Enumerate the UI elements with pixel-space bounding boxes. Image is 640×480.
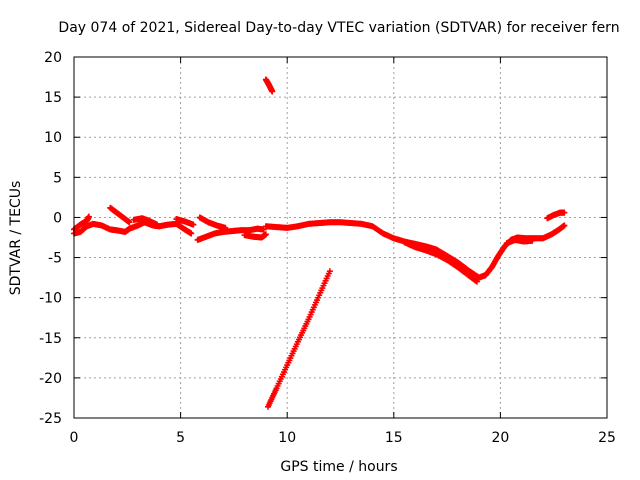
series-arc-11 — [504, 237, 536, 246]
series-arc-10 — [401, 239, 479, 284]
x-tick-label: 25 — [598, 430, 616, 446]
y-tick-label: 0 — [53, 210, 62, 226]
y-tick-label: 15 — [44, 90, 62, 106]
chart-title: Day 074 of 2021, Sidereal Day-to-day VTE… — [58, 20, 619, 36]
y-tick-label: -15 — [39, 331, 62, 347]
x-tick-label: 20 — [491, 430, 509, 446]
y-tick-label: 5 — [53, 170, 62, 186]
series-arc-12 — [544, 210, 567, 222]
y-tick-label: 20 — [44, 50, 62, 66]
series-arc-8 — [242, 231, 269, 240]
axis-ticks: 0 5 10 15 20 25 20 15 10 5 0 -5 -10 -15 -20 -25 — [39, 50, 616, 446]
series-arc-7 — [197, 214, 229, 230]
x-tick-label: 15 — [385, 430, 403, 446]
y-tick-label: -25 — [39, 411, 62, 427]
series-arc-3 — [107, 205, 132, 225]
y-axis-label: SDTVAR / TECUs — [8, 181, 24, 296]
y-tick-label: 10 — [44, 130, 62, 146]
x-tick-label: 5 — [176, 430, 185, 446]
x-tick-label: 0 — [70, 430, 79, 446]
x-tick-label: 10 — [278, 430, 296, 446]
y-tick-label: -5 — [48, 251, 62, 267]
y-tick-label: -20 — [39, 371, 62, 387]
sdtvar-chart: Day 074 of 2021, Sidereal Day-to-day VTE… — [0, 0, 640, 480]
data-series — [71, 76, 567, 409]
x-axis-label: GPS time / hours — [280, 459, 397, 475]
series-arc-13 — [263, 76, 275, 94]
y-tick-label: -10 — [39, 291, 62, 307]
series-arc-14 — [265, 268, 333, 410]
